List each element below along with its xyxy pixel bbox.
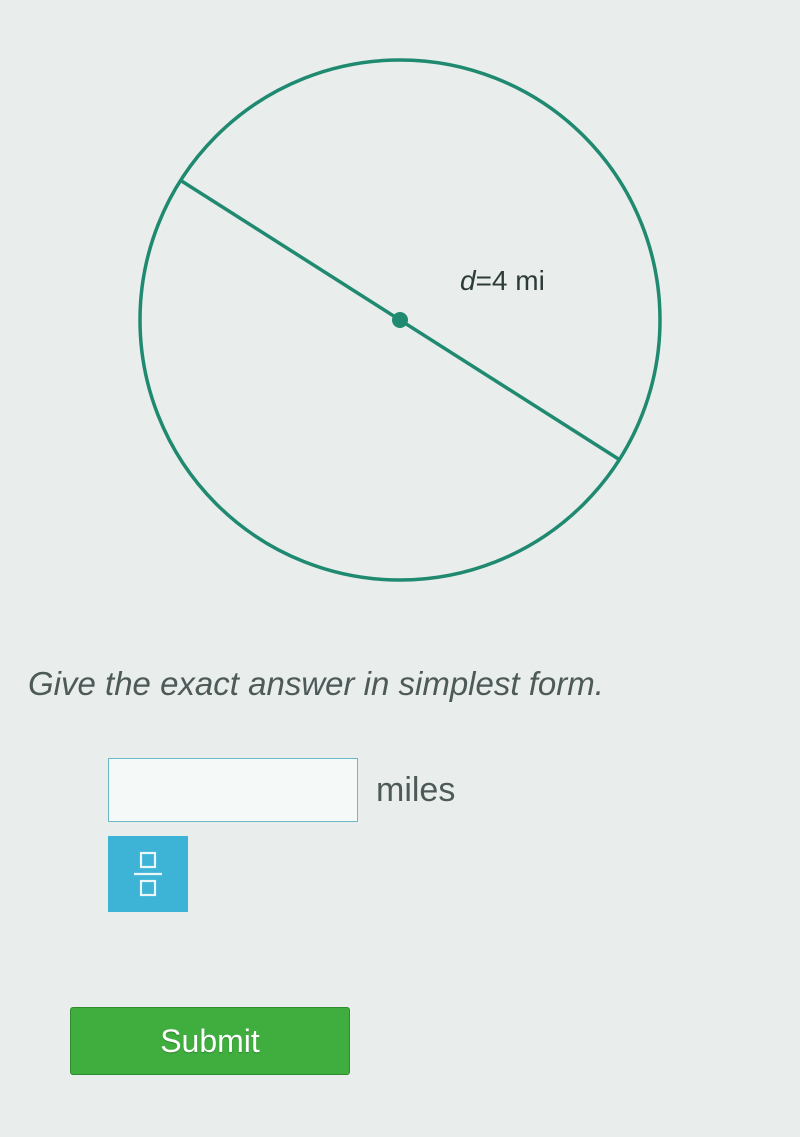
- circle-svg: d=4 mi: [120, 30, 680, 610]
- instruction-text: Give the exact answer in simplest form.: [28, 665, 800, 703]
- submit-label: Submit: [160, 1023, 260, 1060]
- submit-button[interactable]: Submit: [70, 1007, 350, 1075]
- unit-label: miles: [376, 771, 455, 810]
- fraction-tool-button[interactable]: [108, 836, 188, 912]
- diameter-label: d=4 mi: [460, 265, 545, 296]
- center-dot: [392, 312, 408, 328]
- fraction-icon: [130, 849, 166, 899]
- answer-row: miles: [108, 758, 800, 822]
- answer-input[interactable]: [108, 758, 358, 822]
- circle-diagram: d=4 mi: [0, 0, 800, 610]
